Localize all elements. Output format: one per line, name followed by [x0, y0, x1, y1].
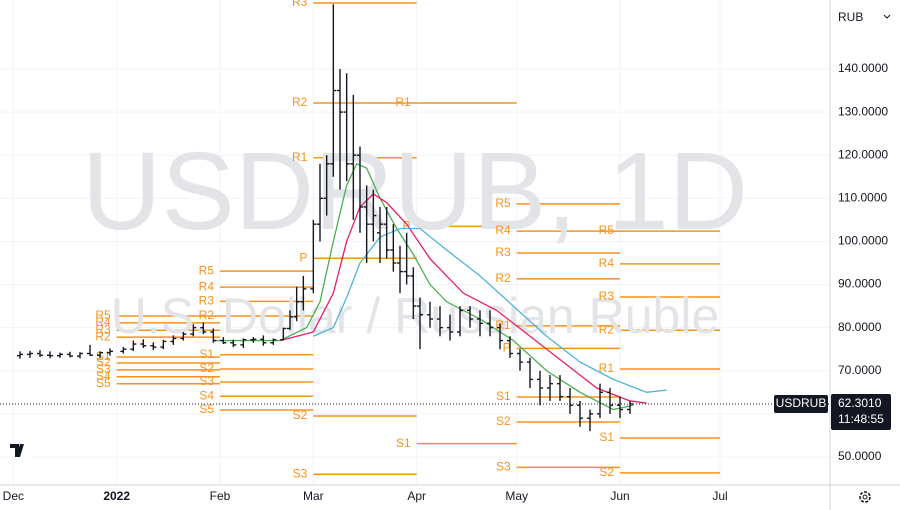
- pivot-label: S5: [96, 376, 111, 390]
- pivot-label: R3: [95, 322, 111, 336]
- pivot-label: S5: [199, 402, 214, 416]
- pivot-label: R5: [599, 223, 615, 237]
- pivot-label: R1: [395, 95, 411, 109]
- y-tick-label: 50.0000: [838, 449, 882, 463]
- pivot-label: S4: [199, 388, 214, 402]
- pivot-label: R3: [495, 245, 511, 259]
- moving-average: [313, 227, 667, 393]
- pivot-label: P: [403, 219, 411, 233]
- settings-gear[interactable]: [859, 491, 871, 503]
- x-tick-label: Feb: [210, 489, 231, 503]
- pivot-label: R5: [95, 308, 111, 322]
- pivot-label: R3: [199, 294, 215, 308]
- pivot-label: R1: [292, 150, 308, 164]
- y-tick-label: 140.0000: [838, 61, 888, 75]
- pivot-label: R5: [495, 196, 511, 210]
- pivot-label: P: [503, 341, 511, 355]
- symbol-label: USDRUB: [776, 396, 827, 410]
- pivot-label: S2: [199, 361, 214, 375]
- pivot-label: R2: [292, 95, 308, 109]
- pivot-label: S1: [599, 430, 614, 444]
- pivot-label: S3: [96, 362, 111, 376]
- pivot-label: S4: [96, 369, 111, 383]
- x-tick-label: Apr: [407, 489, 426, 503]
- pivot-label: R2: [599, 322, 615, 336]
- price-tag: [831, 393, 891, 430]
- y-tick-label: 110.0000: [838, 190, 887, 204]
- pivot-label: S1: [496, 389, 511, 403]
- pivot-label: R2: [495, 271, 511, 285]
- pivot-label: S3: [199, 374, 214, 388]
- pivot-label: R4: [495, 223, 511, 237]
- pivot-label: S2: [293, 408, 308, 422]
- currency-selector[interactable]: RUB: [838, 10, 863, 24]
- x-tick-label: Jun: [610, 489, 629, 503]
- tv-logo: [9, 441, 31, 461]
- pivot-label: S2: [599, 465, 614, 479]
- watermark-title: USDRUB, 1D: [82, 130, 748, 253]
- y-tick-label: 80.0000: [838, 320, 882, 334]
- currency-chevron[interactable]: [883, 14, 891, 19]
- pivot-label: R1: [599, 361, 615, 375]
- y-tick-label: 130.0000: [838, 104, 888, 118]
- pivot-label: P: [299, 250, 307, 264]
- x-tick-label: Mar: [303, 489, 324, 503]
- pivot-label: S1: [199, 347, 214, 361]
- moving-average: [279, 193, 647, 404]
- pivot-label: R4: [199, 279, 215, 293]
- price-label: 62.3010: [838, 396, 882, 410]
- x-tick-label: May: [505, 489, 528, 503]
- moving-average: [213, 162, 634, 411]
- pivot-label: S3: [293, 466, 308, 480]
- watermark-subtitle: U.S. Dollar / Russian Ruble: [111, 288, 720, 344]
- x-tick-label: Jul: [712, 489, 727, 503]
- x-tick-label: Dec: [3, 489, 24, 503]
- pivot-label: R2: [95, 329, 111, 343]
- y-tick-label: 90.0000: [838, 277, 882, 291]
- pivot-label: R2: [199, 308, 215, 322]
- pivot-label: S1: [396, 436, 411, 450]
- pivot-label: R1: [495, 318, 511, 332]
- y-tick-label: 100.0000: [838, 234, 888, 248]
- pivot-label: R3: [292, 0, 308, 9]
- symbol-tag: [774, 394, 828, 413]
- pivot-label: R4: [95, 315, 111, 329]
- pivot-label: S2: [496, 414, 511, 428]
- pivot-label: R4: [599, 256, 615, 270]
- y-tick-label: 70.0000: [838, 363, 882, 377]
- pivot-label: S2: [96, 355, 111, 369]
- pivot-label: R3: [599, 289, 615, 303]
- x-tick-label: 2022: [103, 489, 130, 503]
- y-tick-label: 120.0000: [838, 147, 888, 161]
- countdown-label: 11:48:55: [838, 412, 884, 426]
- pivot-label: S3: [496, 459, 511, 473]
- pivot-label: R5: [199, 263, 215, 277]
